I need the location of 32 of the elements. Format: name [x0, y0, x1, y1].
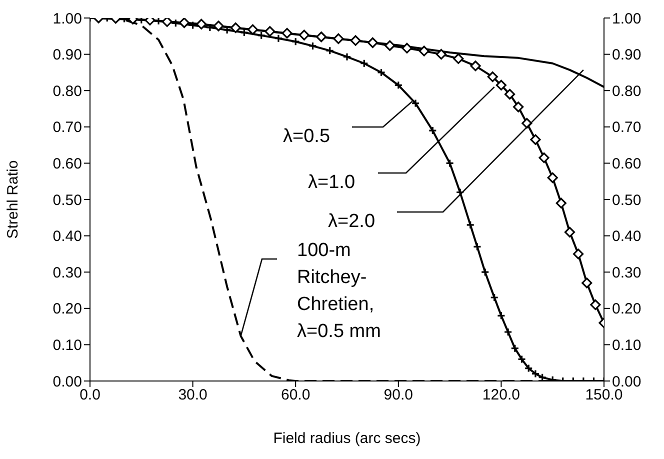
y-tick-label: 0.70 — [52, 119, 82, 136]
x-tick-label: 60.0 — [281, 386, 310, 404]
x-tick-label: 0.0 — [80, 386, 100, 404]
y-tick-label: 0.30 — [52, 264, 82, 282]
annotation: λ=1.0 — [308, 172, 356, 193]
y-tick-label: 0.10 — [52, 337, 82, 354]
x-axis-title: Field radius (arc secs) — [273, 430, 421, 447]
y-tick-label: 1.00 — [52, 10, 82, 28]
y2-tick-label: 0.70 — [612, 119, 642, 136]
y-tick-label: 0.60 — [52, 156, 82, 173]
annotation: λ=0.5 — [283, 126, 330, 147]
y2-tick-label: 0.30 — [612, 264, 642, 282]
y2-tick-label: 0.60 — [612, 156, 642, 173]
y-tick-label: 0.90 — [52, 46, 82, 64]
x-tick-label: 120.0 — [482, 386, 520, 404]
y-axis-title: Strehl Ratio — [4, 160, 22, 239]
annotation: λ=2.0 — [328, 211, 376, 232]
y2-tick-label: 0.50 — [612, 192, 642, 209]
y-tick-label: 0.20 — [52, 300, 82, 318]
y-tick-label: 0.40 — [52, 228, 82, 246]
annotation: 100-m Ritchey- Chretien, λ=0.5 mm — [297, 240, 381, 342]
y-tick-label: 0.80 — [52, 82, 82, 100]
y2-tick-label: 1.00 — [612, 10, 642, 28]
y2-tick-label: 0.20 — [612, 300, 642, 318]
y2-tick-label: 0.40 — [612, 228, 642, 246]
y2-tick-label: 0.80 — [612, 82, 642, 100]
y2-tick-label: 0.90 — [612, 46, 642, 64]
y-tick-label: 0.50 — [52, 192, 82, 209]
x-tick-label: 90.0 — [384, 386, 413, 404]
y-tick-label: 0.00 — [52, 373, 82, 390]
x-tick-label: 30.0 — [178, 386, 208, 404]
y2-tick-label: 0.10 — [612, 337, 642, 354]
